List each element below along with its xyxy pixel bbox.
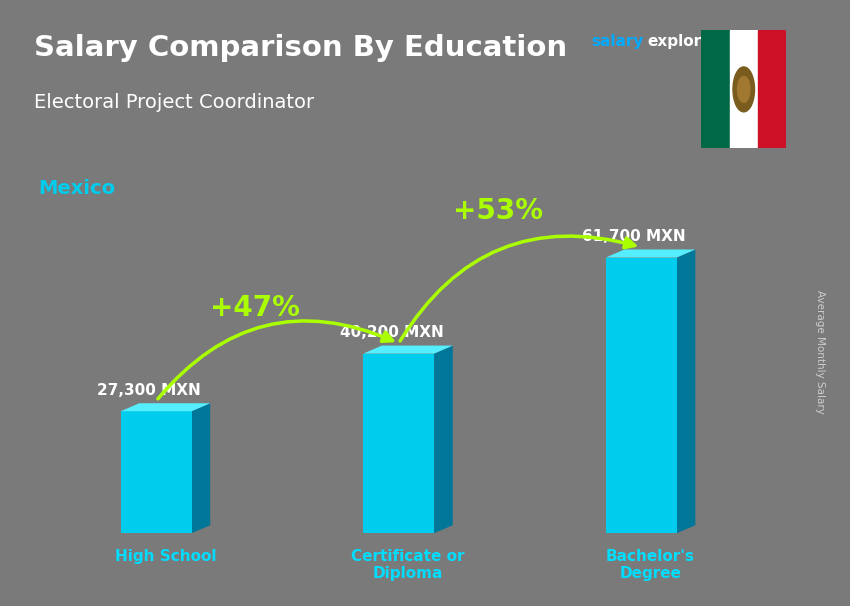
Polygon shape (121, 403, 210, 411)
Text: Salary Comparison By Education: Salary Comparison By Education (34, 34, 567, 62)
Text: Average Monthly Salary: Average Monthly Salary (815, 290, 825, 413)
Text: Certificate or
Diploma: Certificate or Diploma (351, 549, 465, 581)
Text: +53%: +53% (452, 198, 542, 225)
Polygon shape (363, 354, 434, 533)
Polygon shape (606, 258, 677, 533)
Text: .com: .com (718, 34, 759, 49)
Polygon shape (121, 411, 191, 533)
Polygon shape (434, 345, 453, 533)
Text: 61,700 MXN: 61,700 MXN (582, 229, 686, 244)
Text: Bachelor's
Degree: Bachelor's Degree (606, 549, 695, 581)
Text: explorer: explorer (648, 34, 720, 49)
Text: High School: High School (115, 549, 216, 564)
Text: Mexico: Mexico (38, 179, 116, 198)
Circle shape (738, 76, 750, 102)
Circle shape (733, 67, 755, 112)
Polygon shape (363, 345, 453, 354)
Polygon shape (191, 403, 210, 533)
Text: 27,300 MXN: 27,300 MXN (97, 383, 201, 398)
Text: Electoral Project Coordinator: Electoral Project Coordinator (34, 93, 314, 112)
Bar (758, 30, 786, 148)
Polygon shape (677, 250, 695, 533)
Polygon shape (606, 250, 695, 258)
Bar (701, 30, 729, 148)
Bar (729, 30, 758, 148)
Text: salary: salary (591, 34, 643, 49)
Text: 40,200 MXN: 40,200 MXN (340, 325, 444, 340)
Text: +47%: +47% (210, 293, 300, 322)
